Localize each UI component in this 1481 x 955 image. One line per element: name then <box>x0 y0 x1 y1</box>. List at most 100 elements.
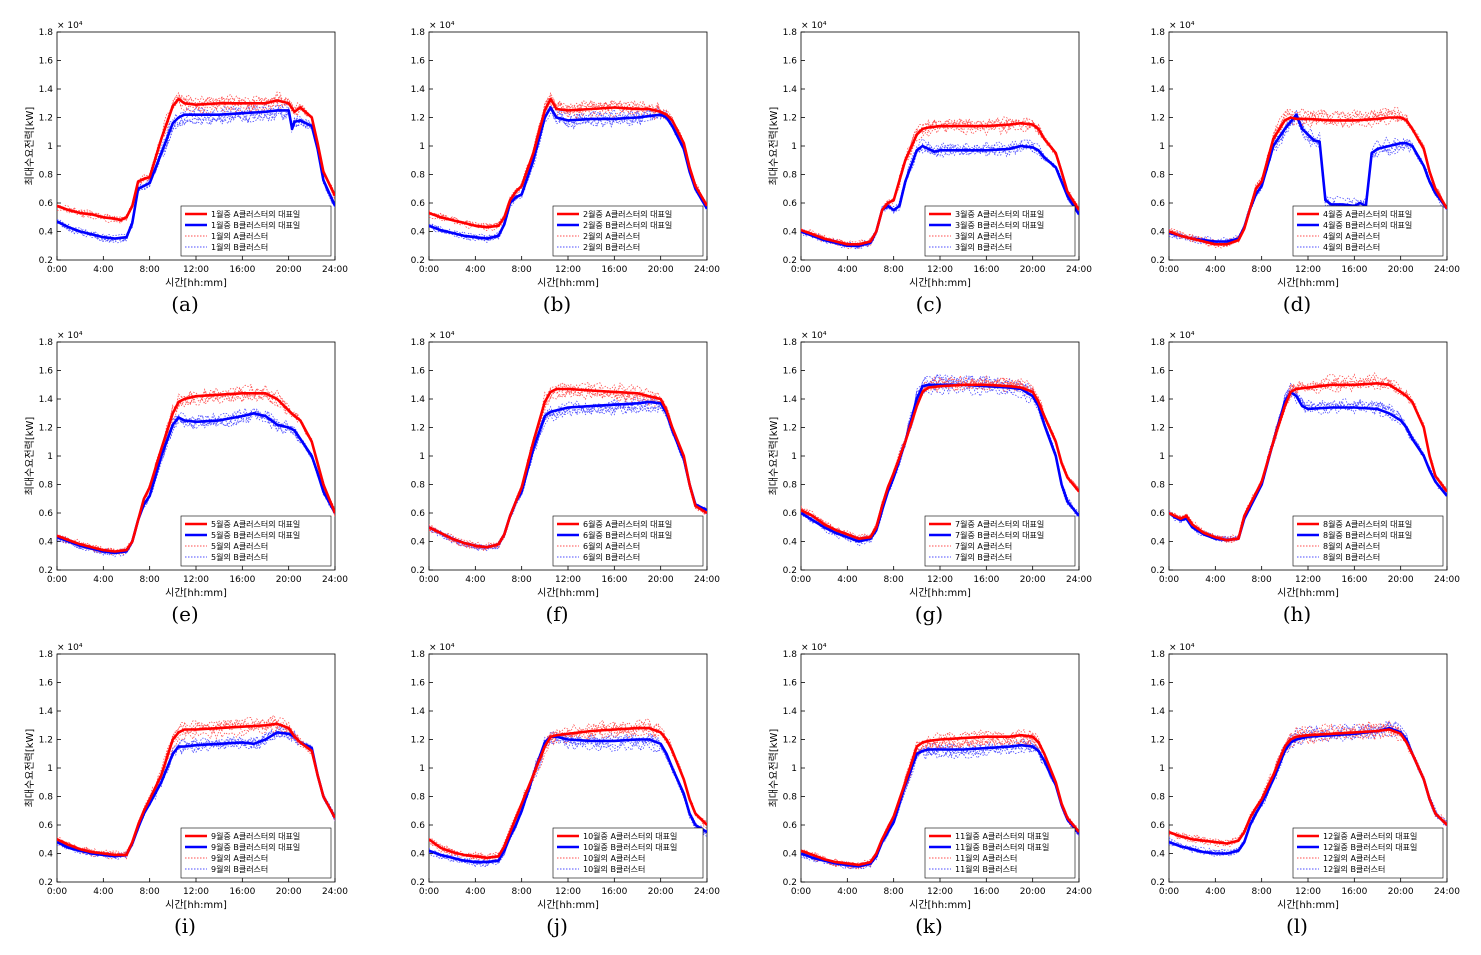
chart-svg-d: 0.2 0.4 0.6 0.8 1 1.2 1.4 1.6 1.8 0:00 4:00 8:00 12:… <box>1151 21 1461 289</box>
y-tick-label: 0.4 <box>411 850 426 860</box>
y-tick-label: 1.8 <box>783 338 798 348</box>
chart-panel-e: 0.2 0.4 0.6 0.8 1 1.2 1.4 1.6 1.8 0:00 4:00 8:00 12:… <box>0 310 370 628</box>
daily-profile-b <box>1169 720 1447 854</box>
x-tick-label: 12:00 <box>183 887 209 897</box>
y-tick-label: 0.4 <box>783 850 798 860</box>
y-tick-label: 0.8 <box>783 793 798 803</box>
legend-label: 11월의 B클러스터 <box>955 864 1017 874</box>
legend-label: 6월중 B클러스터의 대표일 <box>583 530 672 540</box>
y-axis-label: 최대수요전력[kW] <box>768 107 780 186</box>
x-tick-label: 8:00 <box>140 887 160 897</box>
series-line-a <box>1169 728 1447 845</box>
series-line-a <box>801 383 1079 540</box>
y-tick-label: 0.2 <box>783 566 797 576</box>
legend-label: 5월중 A클러스터의 대표일 <box>211 519 300 529</box>
legend-label: 9월의 A클러스터 <box>211 853 268 863</box>
daily-profile-a <box>801 117 1079 246</box>
x-tick-label: 24:00 <box>1434 575 1460 585</box>
y-tick-label: 1 <box>47 452 53 462</box>
x-tick-label: 24:00 <box>694 265 720 275</box>
legend-label: 3월중 A클러스터의 대표일 <box>955 209 1044 219</box>
legend-label: 8월의 B클러스터 <box>1323 552 1380 562</box>
y-tick-label: 1.8 <box>783 650 798 660</box>
legend-label: 2월의 A클러스터 <box>583 231 640 241</box>
x-tick-label: 4:00 <box>93 265 113 275</box>
legend-label: 7월중 B클러스터의 대표일 <box>955 530 1044 540</box>
y-axis-label: 최대수요전력[kW] <box>24 729 36 808</box>
x-tick-label: 0:00 <box>419 887 439 897</box>
x-tick-label: 8:00 <box>884 265 904 275</box>
legend-label: 7월의 A클러스터 <box>955 541 1012 551</box>
y-tick-label: 0.6 <box>39 199 54 209</box>
x-tick-label: 24:00 <box>322 265 348 275</box>
daily-profile-b <box>429 104 707 241</box>
x-tick-label: 12:00 <box>183 575 209 585</box>
x-axis-label: 시간[hh:mm] <box>165 277 227 289</box>
y-tick-label: 0.4 <box>411 228 426 238</box>
y-tick-label: 1.6 <box>39 57 54 67</box>
x-tick-label: 8:00 <box>512 265 532 275</box>
y-tick-label: 0.4 <box>783 538 798 548</box>
legend-label: 3월의 B클러스터 <box>955 242 1012 252</box>
y-tick-label: 0.2 <box>39 566 53 576</box>
chart-svg-h: 0.2 0.4 0.6 0.8 1 1.2 1.4 1.6 1.8 0:00 4:00 8:00 12:… <box>1151 331 1461 599</box>
y-tick-label: 1.4 <box>783 707 798 717</box>
panel-caption: (h) <box>1282 602 1312 626</box>
daily-profile-a <box>1169 723 1447 845</box>
x-tick-label: 12:00 <box>183 265 209 275</box>
x-tick-label: 16:00 <box>1341 887 1367 897</box>
chart-svg-c: 0.2 0.4 0.6 0.8 1 1.2 1.4 1.6 1.8 0:00 4:00 8:00 12:… <box>768 21 1092 289</box>
y-tick-label: 1.2 <box>411 424 425 434</box>
daily-profile-b <box>429 107 707 241</box>
panel-caption: (l) <box>1285 914 1308 938</box>
y-tick-label: 1.4 <box>411 707 426 717</box>
y-tick-label: 1.6 <box>39 679 54 689</box>
y-tick-label: 1 <box>1159 764 1165 774</box>
y-tick-label: 1.4 <box>783 395 798 405</box>
x-tick-label: 20:00 <box>276 887 302 897</box>
y-tick-label: 1.6 <box>1151 367 1166 377</box>
y-tick-label: 1.6 <box>411 367 426 377</box>
y-tick-label: 1.8 <box>39 338 54 348</box>
plot-area <box>1169 372 1447 544</box>
x-tick-label: 0:00 <box>419 265 439 275</box>
y-tick-label: 1.2 <box>39 736 53 746</box>
x-tick-label: 0:00 <box>1159 887 1179 897</box>
y-exponent-label: × 10⁴ <box>1169 21 1195 31</box>
y-tick-label: 1.4 <box>411 85 426 95</box>
y-tick-label: 0.8 <box>39 793 54 803</box>
chart-svg-f: 0.2 0.4 0.6 0.8 1 1.2 1.4 1.6 1.8 0:00 4:00 8:00 12:… <box>411 331 721 599</box>
legend-label: 10월의 B클러스터 <box>583 864 645 874</box>
daily-profile-b <box>429 108 707 242</box>
y-tick-label: 1 <box>1159 452 1165 462</box>
y-tick-label: 0.2 <box>411 566 425 576</box>
panel-caption: (g) <box>914 602 944 626</box>
y-tick-label: 1 <box>419 764 425 774</box>
legend-label: 11월중 A클러스터의 대표일 <box>955 831 1049 841</box>
x-tick-label: 12:00 <box>555 265 581 275</box>
x-tick-label: 16:00 <box>973 575 999 585</box>
legend-label: 4월의 A클러스터 <box>1323 231 1380 241</box>
y-tick-label: 1 <box>791 142 797 152</box>
daily-profile-a <box>429 721 707 859</box>
series-line-a <box>801 121 1079 246</box>
legend-label: 8월의 A클러스터 <box>1323 541 1380 551</box>
legend-label: 12월의 B클러스터 <box>1323 864 1385 874</box>
legend-label: 1월중 A클러스터의 대표일 <box>211 209 300 219</box>
chart-svg-k: 0.2 0.4 0.6 0.8 1 1.2 1.4 1.6 1.8 0:00 4:00 8:00 12:… <box>768 643 1092 911</box>
y-tick-label: 1.2 <box>39 424 53 434</box>
y-exponent-label: × 10⁴ <box>801 331 827 341</box>
legend-label: 6월의 A클러스터 <box>583 541 640 551</box>
x-tick-label: 12:00 <box>1295 575 1321 585</box>
daily-profile-a <box>801 374 1079 539</box>
daily-profile-b <box>57 407 335 555</box>
plot-area <box>429 92 707 244</box>
y-tick-label: 1 <box>1159 142 1165 152</box>
y-tick-label: 1 <box>47 142 53 152</box>
legend-label: 12월의 A클러스터 <box>1323 853 1385 863</box>
legend-label: 8월중 B클러스터의 대표일 <box>1323 530 1412 540</box>
